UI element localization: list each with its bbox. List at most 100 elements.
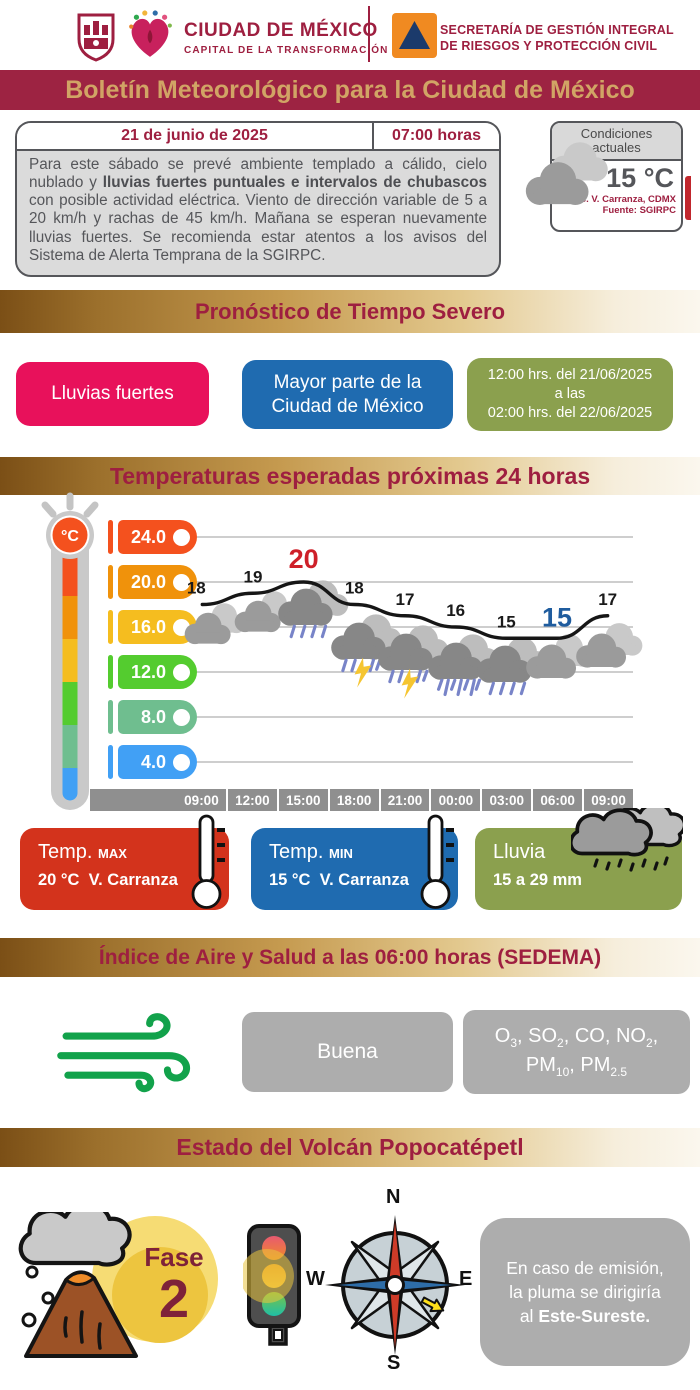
city-subtitle: CAPITAL DE LA TRANSFORMACIÓN: [184, 45, 389, 56]
emission-direction-arrow: [420, 1296, 445, 1313]
severe-period-line1: 12:00 hrs. del 21/06/2025: [487, 367, 653, 384]
temperature-line-plot: 18 19 20 18 17 16 15 15 17: [184, 536, 643, 763]
y-axis-tick: 4.0: [108, 745, 197, 779]
severe-period-box: 12:00 hrs. del 21/06/2025 a las 02:00 hr…: [467, 358, 673, 431]
current-temperature: 15 °C: [606, 163, 674, 193]
temp-value-label: 17: [598, 590, 617, 609]
emission-line2: la pluma se dirigiría: [509, 1282, 661, 1302]
severe-area-box: Mayor parte de la Ciudad de México: [242, 360, 453, 429]
temp-value-label: 17: [396, 590, 415, 609]
cdmx-shield-icon: [77, 13, 115, 62]
compass-north-label: N: [386, 1186, 401, 1208]
y-axis-tick: 20.0: [108, 565, 197, 599]
severe-period-line2: a las: [554, 386, 586, 403]
air-quality-title: Índice de Aire y Salud a las 06:00 horas…: [98, 945, 602, 969]
severe-weather-banner: Pronóstico de Tiempo Severo: [0, 290, 700, 333]
time-axis-label: 03:00: [480, 789, 531, 811]
volcano-banner: Estado del Volcán Popocatépetl: [0, 1128, 700, 1167]
time-axis-label: 06:00: [531, 789, 582, 811]
compass-west-label: W: [306, 1268, 325, 1290]
bulletin-date-row: 21 de junio de 2025 07:00 horas: [17, 123, 499, 151]
temp-max-label: Temp. MAX: [38, 841, 127, 863]
time-axis-spacer: [90, 789, 177, 811]
svg-text:°C: °C: [61, 528, 79, 545]
temp-value-label: 15: [497, 612, 516, 631]
rain-icon: [477, 637, 548, 696]
thermometer-icon: [191, 814, 225, 909]
time-axis-label: 09:00: [184, 792, 219, 808]
temp-value-label: 18: [187, 579, 206, 598]
rain-value: 15 a 29 mm: [493, 871, 582, 889]
rain-label: Lluvia: [493, 841, 546, 863]
temp-value-label: 19: [244, 567, 263, 586]
bulletin-card: 21 de junio de 2025 07:00 horas Para est…: [15, 121, 501, 277]
rain-cloud-icon: [571, 808, 683, 872]
current-source: Fuente: SGIRPC: [602, 205, 676, 217]
bulletin-text-part1: Para este sábado se prevé ambiente templ…: [29, 156, 487, 192]
temperature-chart-title: Temperaturas esperadas próximas 24 horas: [109, 462, 591, 489]
severe-area-line2: Ciudad de México: [271, 395, 424, 417]
header: CIUDAD DE MÉXICO CAPITAL DE LA TRANSFORM…: [0, 0, 700, 70]
cloudy-icon: [576, 623, 643, 668]
bulletin-time: 07:00 horas: [392, 127, 481, 144]
bulletin-text-part2: con posible actividad eléctrica. Viento …: [29, 192, 487, 264]
thermometer-icon: [420, 814, 454, 909]
bulletin-text-bold: lluvias fuertes puntuales e intervalos d…: [102, 174, 487, 192]
temp-max-value: 20 °C V. Carranza: [38, 871, 178, 889]
temp-value-label: 20: [289, 544, 319, 574]
temp-value-label: 15: [542, 602, 572, 632]
secretary-line2: DE RIESGOS Y PROTECCIÓN CIVIL: [440, 39, 658, 53]
compass-east-label: E: [459, 1268, 473, 1290]
temp-value-label: 18: [345, 579, 364, 598]
temp-value-label: 16: [446, 601, 465, 620]
header-divider: [368, 6, 370, 62]
time-axis-label: 21:00: [378, 789, 430, 811]
thermometer-icon: °C: [41, 492, 99, 810]
time-axis-label: 15:00: [276, 789, 328, 811]
compass-south-label: S: [387, 1352, 401, 1374]
red-edge-tab: [685, 176, 691, 220]
air-quality-status-box: Buena: [242, 1012, 453, 1092]
time-axis-label: 12:00: [225, 789, 277, 811]
air-quality-banner: Índice de Aire y Salud a las 06:00 horas…: [0, 938, 700, 977]
volcano-phase-number: 2: [158, 1269, 190, 1329]
temperature-banner: Temperaturas esperadas próximas 24 horas: [0, 457, 700, 495]
compass-icon: [325, 1215, 465, 1355]
time-axis-label: 00:00: [429, 789, 480, 811]
severe-period-line3: 02:00 hrs. del 22/06/2025: [487, 404, 653, 421]
time-axis-label: 09:00: [582, 789, 633, 811]
y-axis-tick: 12.0: [108, 655, 197, 689]
main-title-banner: Boletín Meteorológico para la Ciudad de …: [0, 70, 700, 110]
current-conditions-card: Condiciones actuales 15 °C Alc. V. Carra…: [550, 121, 683, 232]
rain-icon: [278, 580, 349, 639]
pollutants-list: O3, SO2, CO, NO2, PM10, PM2.5: [494, 1025, 659, 1079]
secretary-line1: SECRETARÍA DE GESTIÓN INTEGRAL: [440, 23, 674, 37]
y-axis-tick: 24.0: [108, 520, 197, 554]
y-axis-tick: 16.0: [108, 610, 197, 644]
volcano-title: Estado del Volcán Popocatépetl: [176, 1134, 524, 1160]
wind-icon: [57, 1013, 191, 1093]
emission-direction-box: En caso de emisión, la pluma se dirigirí…: [480, 1218, 690, 1366]
current-conditions-title: Condiciones actuales: [552, 123, 681, 161]
heavy-rain-icon: [428, 634, 499, 697]
pollutants-box: O3, SO2, CO, NO2, PM10, PM2.5: [463, 1010, 690, 1094]
current-location: Alc. V. Carranza, CDMX: [571, 194, 676, 205]
city-title: CIUDAD DE MÉXICO: [184, 20, 378, 41]
temperature-chart: °C 24.0 20.0 16.0 12.0 8.0 4.0 18 19 20 18 17 16 15…: [0, 478, 700, 818]
emission-line3: al Este-Sureste.: [519, 1306, 651, 1326]
temp-min-box: Temp. MIN 15 °C V. Carranza: [251, 814, 458, 910]
temp-max-box: Temp. MAX 20 °C V. Carranza: [20, 814, 229, 910]
air-quality-status: Buena: [317, 1040, 378, 1063]
secretary-text: SECRETARÍA DE GESTIÓN INTEGRAL DE RIESGO…: [440, 22, 674, 54]
severe-phenomenon: Lluvias fuertes: [51, 383, 174, 404]
bulletin-text: Para este sábado se prevé ambiente templ…: [17, 151, 499, 271]
traffic-light-icon: [243, 1224, 301, 1346]
city-logo-text: CIUDAD DE MÉXICO CAPITAL DE LA TRANSFORM…: [184, 20, 389, 56]
volcano-phase-label: Fase: [144, 1242, 204, 1272]
page-title: Boletín Meteorológico para la Ciudad de …: [65, 75, 635, 104]
phase-halo-inner: [112, 1247, 208, 1343]
temp-min-value: 15 °C V. Carranza: [269, 871, 409, 889]
y-axis-tick: 8.0: [108, 700, 197, 734]
emission-line1: En caso de emisión,: [506, 1258, 664, 1278]
